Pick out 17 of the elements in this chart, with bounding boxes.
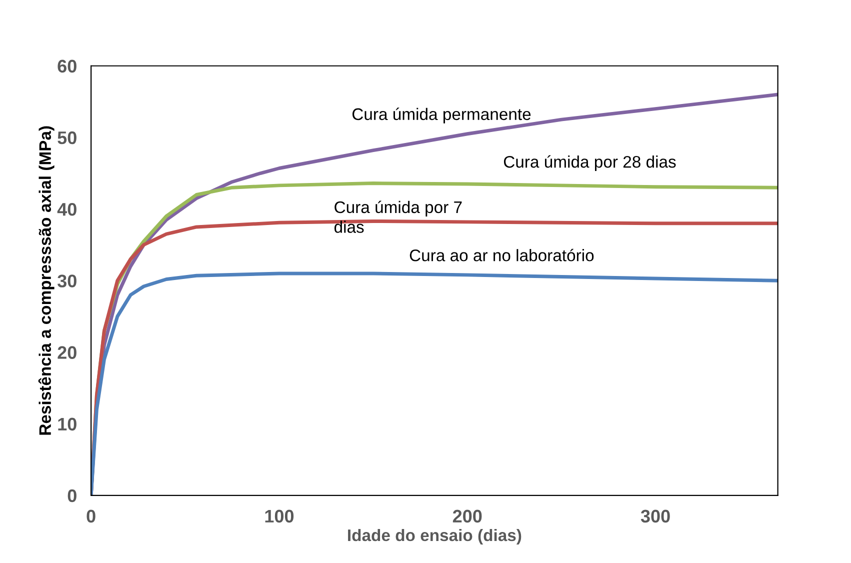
annotation: Cura ao ar no laboratório bbox=[410, 248, 594, 262]
x-tick-label: 100 bbox=[265, 510, 294, 523]
y-axis-title: Resistência a compresssão axial (MPa) bbox=[38, 126, 54, 435]
y-tick-label: 10 bbox=[58, 418, 76, 431]
x-axis-title: Idade do ensaio (dias) bbox=[348, 528, 522, 544]
annotation: Cura úmida por 28 dias bbox=[504, 155, 676, 172]
x-tick-label: 200 bbox=[452, 510, 482, 523]
y-tick-label: 20 bbox=[58, 346, 76, 359]
annotation: Cura úmida permanente bbox=[352, 108, 531, 124]
annotation: Cura úmida por 7 dias bbox=[334, 200, 462, 233]
x-tick-label: 0 bbox=[86, 510, 96, 523]
y-tick-label: 30 bbox=[58, 274, 76, 288]
y-tick-label: 40 bbox=[57, 202, 76, 216]
y-tick-label: 0 bbox=[68, 489, 76, 502]
y-tick-label: 50 bbox=[58, 131, 76, 144]
x-tick-label: 300 bbox=[640, 510, 670, 523]
y-tick-label: 60 bbox=[58, 60, 76, 73]
